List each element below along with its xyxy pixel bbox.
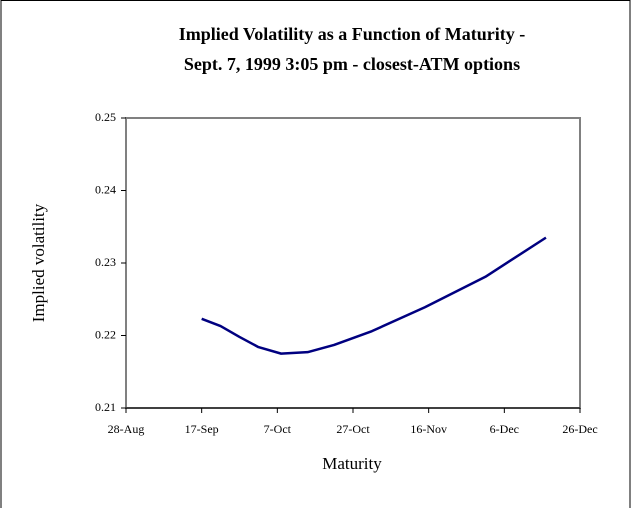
- plot-area: [125, 117, 581, 409]
- x-tick-label: 28-Aug: [108, 422, 145, 436]
- x-tick-label: 26-Dec: [562, 422, 597, 436]
- x-tick-label: 17-Sep: [185, 422, 219, 436]
- x-tick-label: 16-Nov: [410, 422, 447, 436]
- y-tick-label: 0.22: [95, 327, 116, 341]
- x-tick-label: 7-Oct: [264, 422, 292, 436]
- y-axis-label: Implied volatility: [29, 203, 48, 322]
- x-axis-label: Maturity: [322, 454, 382, 473]
- y-tick-label: 0.23: [95, 255, 116, 269]
- y-tick-label: 0.24: [95, 182, 116, 196]
- y-tick-label: 0.21: [95, 400, 116, 414]
- y-tick-label: 0.25: [95, 110, 116, 124]
- data-line: [201, 236, 547, 355]
- x-tick-label: 6-Dec: [490, 422, 519, 436]
- chart-title: Implied Volatility as a Function of Matu…: [179, 24, 526, 44]
- chart-subtitle: Sept. 7, 1999 3:05 pm - closest-ATM opti…: [184, 54, 520, 74]
- x-tick-label: 27-Oct: [336, 422, 370, 436]
